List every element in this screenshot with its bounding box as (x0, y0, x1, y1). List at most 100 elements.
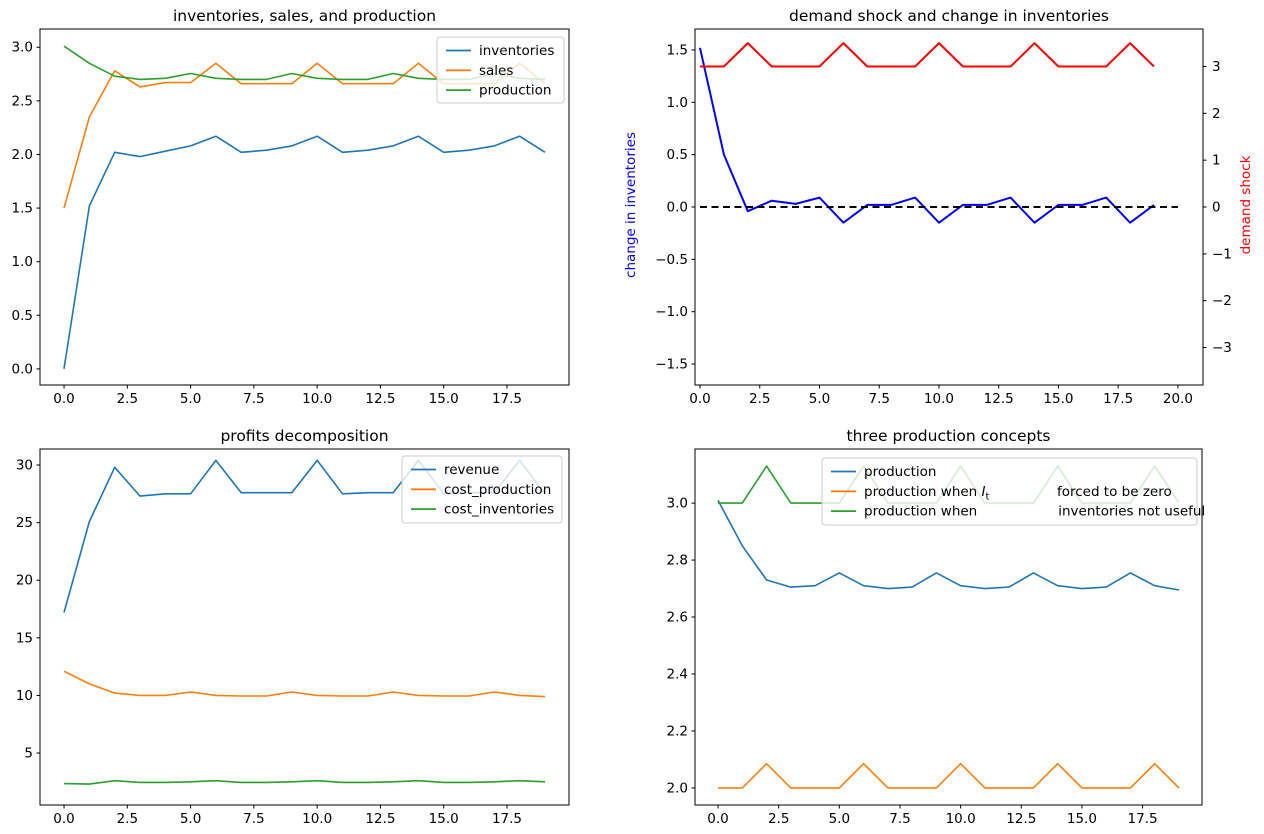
x-tick-label: 15.0 (1067, 811, 1097, 827)
x-tick-label: 2.5 (749, 391, 770, 407)
axis-ticks: 0.0 2.5 5.0 7.5 10.0 12.5 15.0 17.5 0.0 0.5 1.0 1.5… (12, 40, 523, 407)
x-tick-label: 7.5 (868, 391, 889, 407)
legend-label-production: production (864, 464, 937, 480)
y2-tick-label: −1 (1212, 246, 1232, 262)
subplot-title-inventories-sales-production: inventories, sales, and production (172, 7, 437, 25)
y-tick-label: 3.0 (12, 40, 33, 56)
y-tick-label: 1.5 (12, 201, 33, 217)
y-tick-label: 2.4 (667, 666, 688, 682)
subplot-profits-decomposition: 0.0 2.5 5.0 7.5 10.0 12.5 15.0 17.5 5 10 15 20 25 30 r… (16, 448, 570, 827)
subplot-three-production-concepts: 0.0 2.5 5.0 7.5 10.0 12.5 15.0 17.5 2.0 2.2 2.4 2.6… (667, 448, 1205, 827)
axes-spines (694, 448, 1203, 806)
legend-label-sales: sales (479, 63, 513, 79)
x-tick-label: 12.5 (984, 391, 1014, 407)
y-tick-label: 1.0 (667, 95, 688, 111)
tr-ylabel-right: demand shock (1238, 155, 1254, 255)
x-tick-label: 5.0 (809, 391, 830, 407)
axes-spines (39, 448, 570, 806)
x-tick-label: 2.5 (117, 811, 138, 827)
legend: inventories sales production (436, 36, 565, 104)
line-change-in-inventories (699, 47, 1155, 224)
x-tick-label: 0.0 (689, 391, 710, 407)
legend-label-production-when-inventories-not-useful: production when inventories not useful (864, 504, 1205, 520)
x-tick-label: 10.0 (946, 811, 976, 827)
x-tick-label: 12.5 (1006, 811, 1036, 827)
x-tick-label: 7.5 (889, 811, 910, 827)
legend-label-cost_inventories: cost_inventories (444, 502, 554, 518)
y-tick-label: 2.0 (667, 780, 688, 796)
x-tick-label: 7.5 (243, 811, 264, 827)
x-tick-label: 0.0 (53, 811, 74, 827)
y-tick-label: 0.5 (12, 308, 33, 324)
legend-label-production: production (479, 83, 552, 99)
y-tick-label: 2.5 (12, 93, 33, 109)
y-tick-label: 2.0 (12, 147, 33, 163)
x-tick-label: 2.5 (117, 391, 138, 407)
x-tick-label: 17.5 (1103, 391, 1133, 407)
x-tick-label: 10.0 (302, 391, 332, 407)
y-tick-label: 20 (16, 573, 33, 589)
y2-tick-label: 3 (1212, 59, 1221, 75)
y2-tick-label: 2 (1212, 106, 1221, 122)
legend-label-inventories: inventories (479, 43, 554, 59)
subplot-demand-shock-change-in-inventories: 0.0 2.5 5.0 7.5 10.0 12.5 15.0 17.5 20.01.51.00.… (655, 28, 1232, 407)
y-tick-label: 0.0 (667, 200, 688, 216)
x-tick-label: 2.5 (768, 811, 789, 827)
subplot-title-three-production-concepts: three production concepts (846, 427, 1051, 445)
line-cost_production (63, 670, 546, 698)
x-tick-label: 5.0 (180, 391, 201, 407)
axis-ticks: 0.0 2.5 5.0 7.5 10.0 12.5 15.0 17.5 2.0 2.2 2.4 2.6… (667, 496, 1158, 827)
axis-ticks: 0.0 2.5 5.0 7.5 10.0 12.5 15.0 17.5 20.01.51.00.… (655, 42, 1232, 407)
y2-tick-label: −3 (1212, 340, 1232, 356)
legend: production production when It forced to b… (821, 457, 1205, 526)
x-tick-label: 5.0 (829, 811, 850, 827)
legend-box (821, 457, 1198, 526)
axes-spines (39, 28, 570, 386)
y-tick-label: 25 (16, 515, 33, 531)
y-tick-label: 10 (16, 688, 33, 704)
x-tick-label: 7.5 (243, 391, 264, 407)
x-tick-label: 5.0 (180, 811, 201, 827)
y-tick-label: −1.5 (655, 357, 688, 373)
y2-tick-label: 1 (1212, 153, 1221, 169)
legend-label-production-when-It-forced-to-be-zero: production when It forced to be zero (864, 484, 1172, 503)
x-tick-label: 12.5 (365, 811, 395, 827)
y-tick-label: 15 (16, 630, 33, 646)
line-production-when-It-forced-to-be-zero (718, 762, 1180, 789)
x-tick-label: 0.0 (53, 391, 74, 407)
line-production (717, 499, 1180, 591)
x-tick-label: 10.0 (924, 391, 954, 407)
y-tick-label: 1.0 (12, 254, 33, 270)
axis-ticks: 0.0 2.5 5.0 7.5 10.0 12.5 15.0 17.5 5 10 15 20 25 30 (16, 458, 522, 827)
line-demand-shock (700, 42, 1155, 68)
y-tick-label: 30 (16, 458, 33, 474)
y-tick-label: 2.2 (667, 723, 688, 739)
subplot-inventories-sales-production: 0.0 2.5 5.0 7.5 10.0 12.5 15.0 17.5 0.0 0.5 1.0 1.5… (12, 28, 570, 407)
tr-ylabel-left: change in inventories (623, 132, 639, 278)
subplot-title-demand-shock: demand shock and change in inventories (789, 7, 1109, 25)
y2-tick-label: 0 (1212, 200, 1221, 216)
legend-box (401, 455, 563, 524)
line-cost_inventories (63, 779, 546, 785)
y-tick-label: 2.8 (667, 553, 688, 569)
y-tick-label: 2.6 (667, 610, 688, 626)
legend-label-cost_production: cost_production (444, 482, 551, 498)
y-tick-label: 3.0 (667, 496, 688, 512)
legend-label-revenue: revenue (444, 462, 499, 478)
y-tick-label: −1.0 (655, 304, 688, 320)
y-tick-label: 5 (24, 746, 33, 762)
x-tick-label: 12.5 (365, 391, 395, 407)
x-tick-label: 0.0 (707, 811, 728, 827)
x-tick-label: 17.5 (492, 391, 522, 407)
x-tick-label: 15.0 (429, 811, 459, 827)
subplot-title-profits-decomposition: profits decomposition (220, 427, 389, 445)
x-tick-label: 17.5 (492, 811, 522, 827)
legend: revenue cost_production cost_inventories (401, 455, 563, 524)
x-tick-label: 15.0 (429, 391, 459, 407)
y-tick-label: 0.5 (667, 147, 688, 163)
y2-tick-label: −2 (1212, 293, 1232, 309)
x-tick-label: 15.0 (1043, 391, 1073, 407)
legend-box (436, 36, 565, 104)
